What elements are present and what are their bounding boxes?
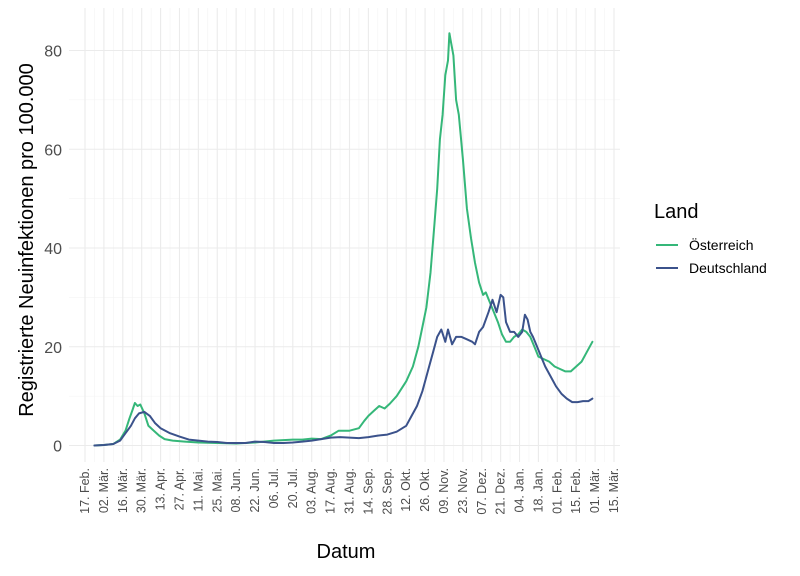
x-tick-label: 17. Aug. xyxy=(324,468,338,514)
x-tick-label: 15. Feb. xyxy=(569,468,583,514)
x-tick-label: 16. Mär. xyxy=(116,468,130,513)
x-tick-label: 01. Feb. xyxy=(550,468,564,514)
x-tick-labels: 17. Feb. 02. Mär. 16. Mär. 30. Mär. 13. Apr.… xyxy=(78,468,621,515)
x-tick-label: 21. Dez. xyxy=(494,468,508,515)
x-tick-label: 28. Sep. xyxy=(380,468,394,515)
x-tick-label: 22. Jun. xyxy=(248,468,262,512)
y-tick-label: 60 xyxy=(44,142,62,159)
x-tick-label: 04. Jan. xyxy=(513,468,527,512)
x-tick-label: 12. Okt. xyxy=(399,468,413,512)
y-tick-label: 20 xyxy=(44,340,62,357)
y-tick-label: 0 xyxy=(53,439,62,456)
series-layer xyxy=(93,32,594,447)
x-tick-label: 25. Mai. xyxy=(210,468,224,512)
major-gridlines xyxy=(69,8,620,462)
x-tick-label: 13. Apr. xyxy=(154,468,168,510)
x-tick-label: 09. Nov. xyxy=(437,468,451,514)
x-tick-label: 11. Mai. xyxy=(191,468,205,512)
x-tick-label: 07. Dez. xyxy=(475,468,489,515)
series-line xyxy=(93,293,594,447)
legend-label: Österreich xyxy=(689,236,754,253)
legend-label: Deutschland xyxy=(689,260,767,276)
y-axis-title: Registrierte Neuinfektionen pro 100.000 xyxy=(16,63,38,417)
x-tick-label: 01. Mär. xyxy=(588,468,602,513)
x-tick-label: 27. Apr. xyxy=(172,468,186,510)
y-tick-label: 80 xyxy=(44,44,62,61)
legend-items: Österreich Deutschland xyxy=(656,236,767,276)
x-tick-label: 17. Feb. xyxy=(78,468,92,514)
x-axis-title: Datum xyxy=(317,541,376,563)
x-tick-label: 08. Jun. xyxy=(229,468,243,512)
x-tick-label: 14. Sep. xyxy=(361,468,375,515)
y-tick-labels: 0 20 40 60 80 xyxy=(44,44,62,456)
x-tick-label: 03. Aug. xyxy=(305,468,319,514)
minor-gridlines xyxy=(69,8,620,462)
x-tick-label: 15. Mär. xyxy=(607,468,621,513)
x-tick-label: 06. Jul. xyxy=(267,468,281,508)
x-tick-label: 23. Nov. xyxy=(456,468,470,514)
x-tick-label: 30. Mär. xyxy=(135,468,149,513)
legend: Land Österreich Deutschland xyxy=(654,201,767,276)
x-tick-label: 26. Okt. xyxy=(418,468,432,512)
y-tick-label: 40 xyxy=(44,241,62,258)
x-tick-label: 31. Aug. xyxy=(343,468,357,514)
x-tick-label: 20. Jul. xyxy=(286,468,300,508)
series-line xyxy=(93,32,594,447)
x-tick-label: 18. Jan. xyxy=(531,468,545,512)
legend-title: Land xyxy=(654,201,699,223)
x-tick-label: 02. Mär. xyxy=(97,468,111,513)
